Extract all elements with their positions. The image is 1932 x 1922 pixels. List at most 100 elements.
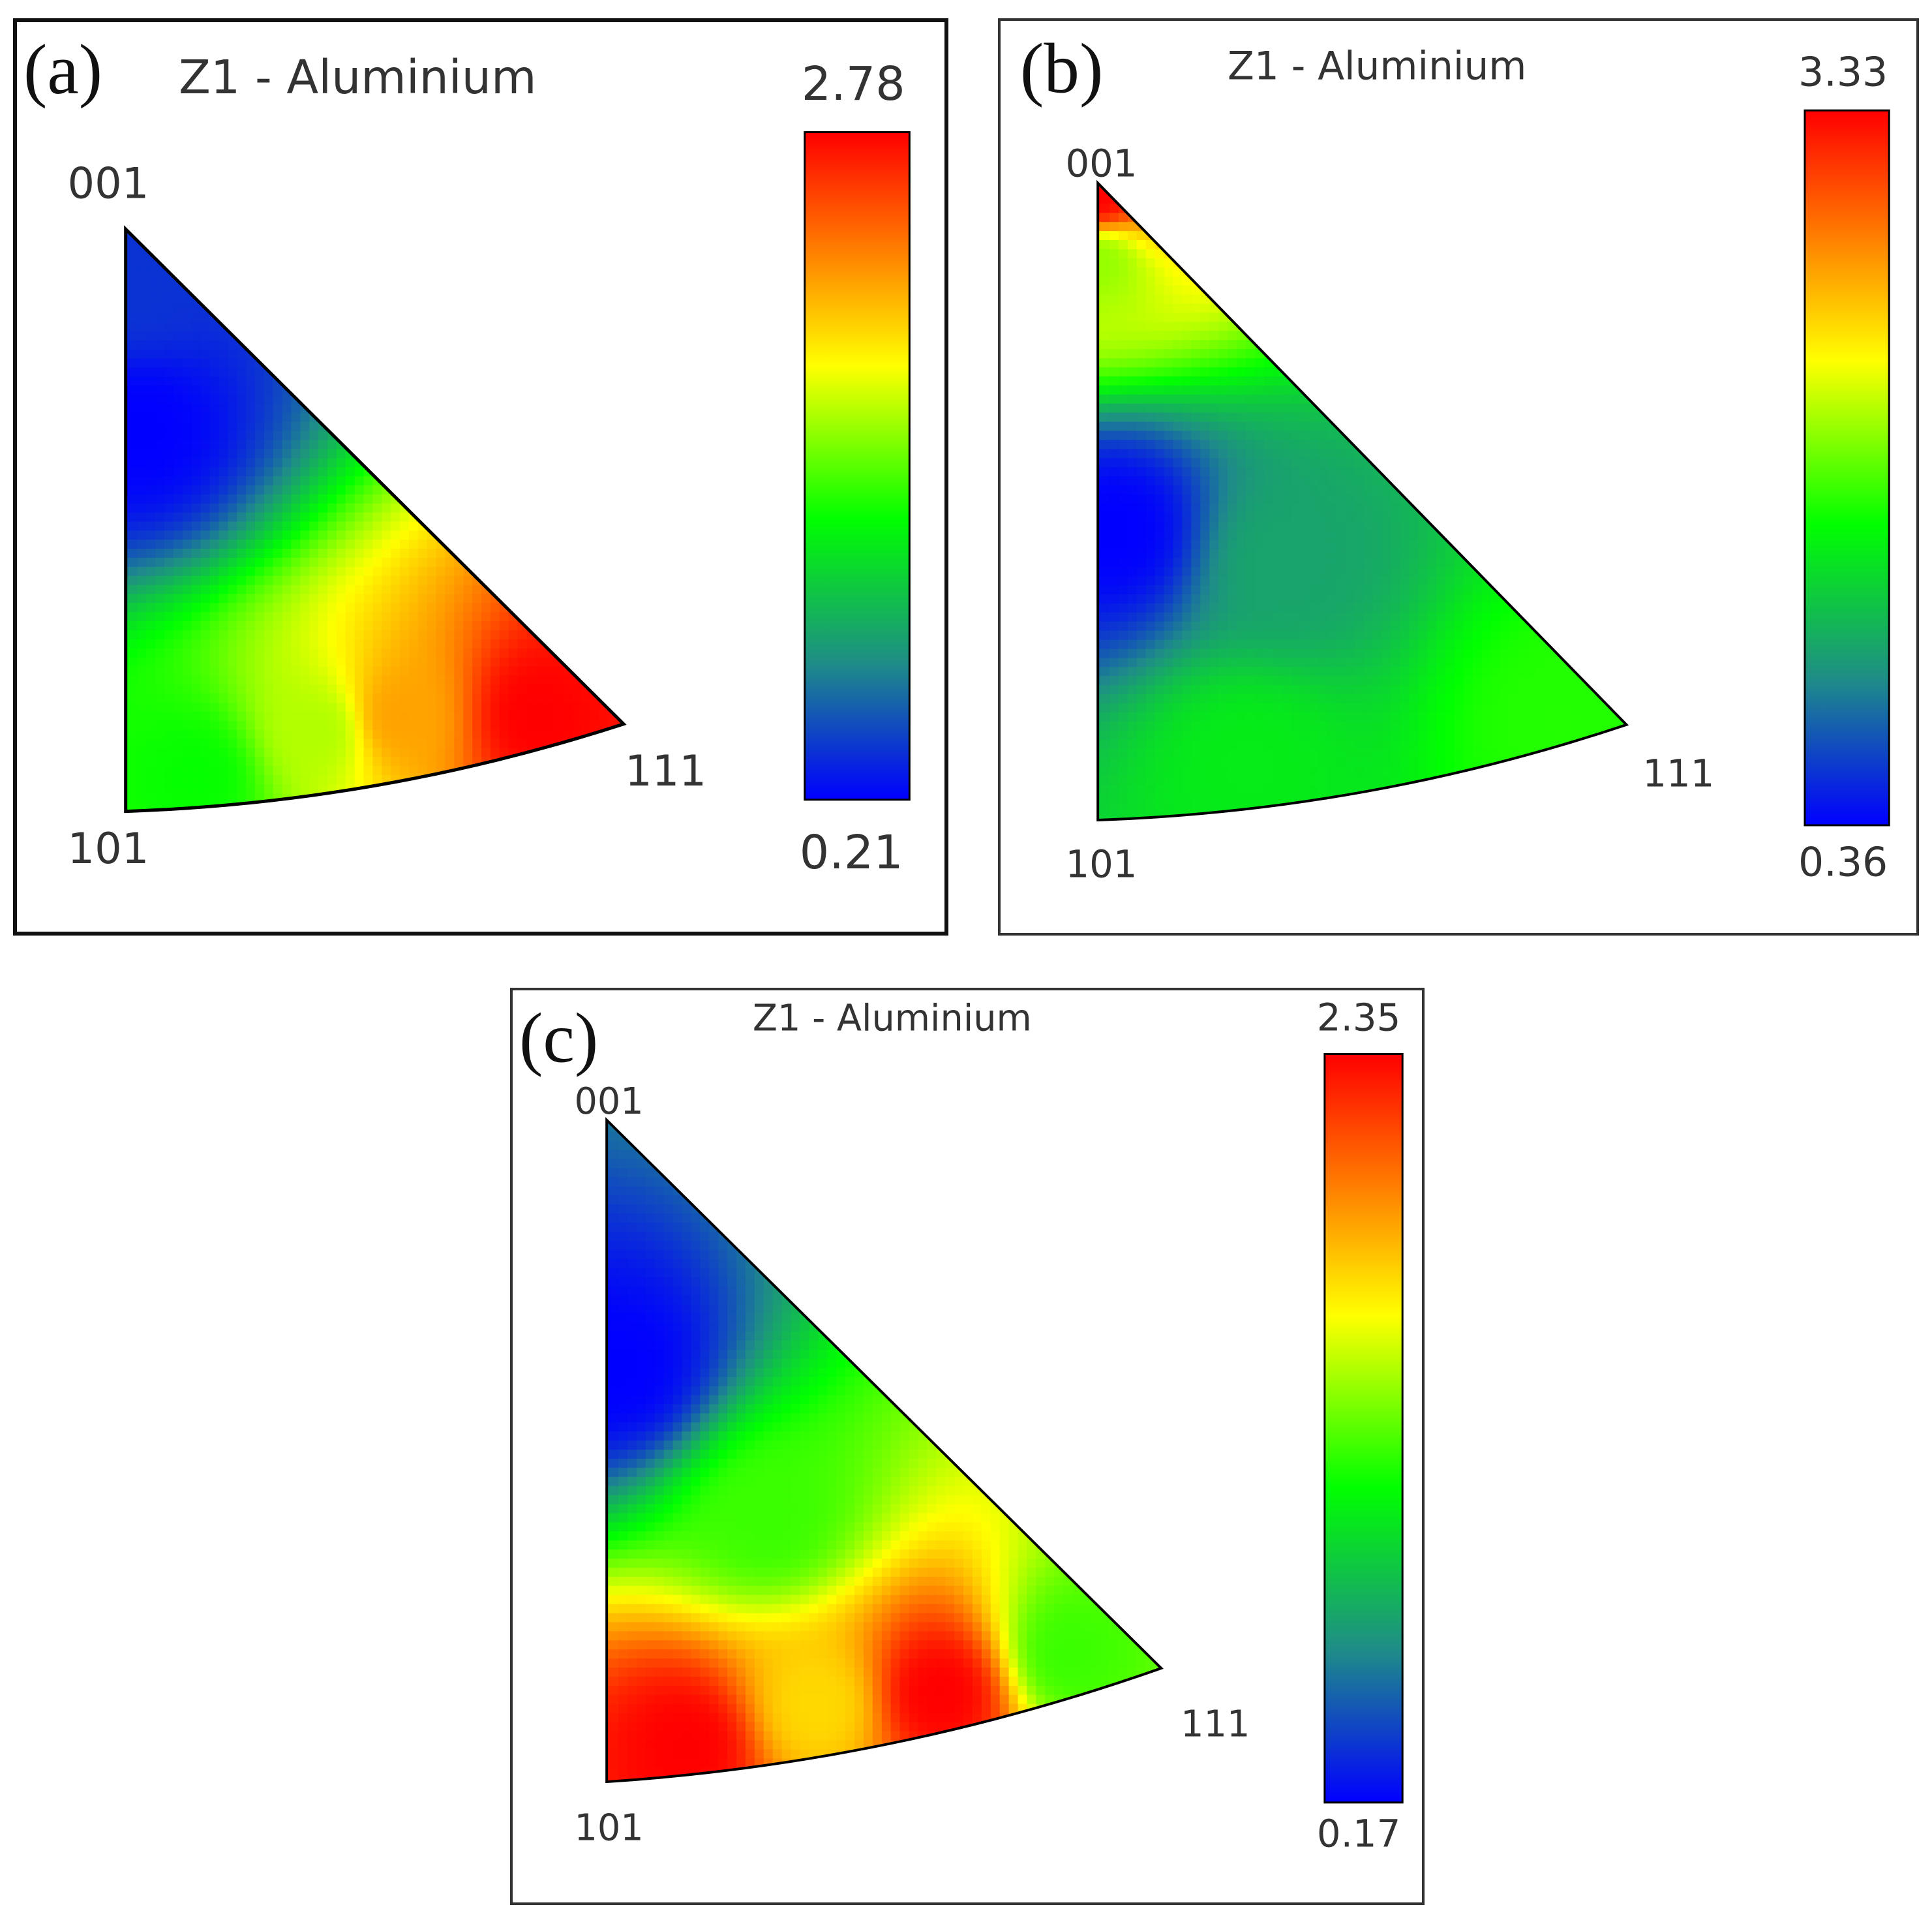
heatmap-cell <box>318 603 329 613</box>
heatmap-cell <box>291 648 301 658</box>
heatmap-cell <box>291 603 301 613</box>
heatmap-cell <box>508 684 519 695</box>
heatmap-cell <box>200 349 211 359</box>
heatmap-cell <box>345 540 355 550</box>
heatmap-cell <box>128 530 138 541</box>
heatmap-cell <box>454 494 464 504</box>
heatmap-cell <box>1372 240 1383 250</box>
heatmap-cell <box>209 476 220 486</box>
heatmap-cell <box>137 258 147 269</box>
heatmap-cell <box>246 304 256 314</box>
heatmap-cell <box>336 757 346 767</box>
heatmap-cell <box>1164 294 1174 305</box>
heatmap-cell <box>617 812 627 821</box>
heatmap-cell <box>617 376 624 387</box>
heatmap-cell <box>1118 249 1128 259</box>
heatmap-cell <box>128 594 138 604</box>
heatmap-cell <box>1291 249 1301 259</box>
heatmap-cell <box>155 358 166 369</box>
heatmap-cell <box>300 476 310 486</box>
heatmap-cell <box>536 549 546 558</box>
heatmap-cell <box>155 304 166 314</box>
heatmap-cell <box>291 766 301 776</box>
heatmap-cell <box>1173 249 1183 259</box>
heatmap-cell <box>273 467 283 477</box>
heatmap-cell <box>617 295 624 305</box>
heatmap-cell <box>273 812 283 821</box>
heatmap-cell <box>481 258 491 269</box>
heatmap-cell <box>137 720 147 731</box>
heatmap-cell <box>1245 194 1256 205</box>
heatmap-cell <box>499 657 509 667</box>
heatmap-cell <box>382 229 392 233</box>
heatmap-cell <box>318 386 329 396</box>
heatmap-cell <box>517 585 528 595</box>
heatmap-cell <box>408 277 419 287</box>
heatmap-cell <box>1173 294 1183 305</box>
heatmap-cell <box>417 557 428 568</box>
heatmap-cell <box>1273 294 1283 305</box>
heatmap-cell <box>382 612 392 622</box>
heatmap-cell <box>1381 185 1392 196</box>
heatmap-cell <box>508 648 519 658</box>
heatmap-cell <box>146 594 157 604</box>
heatmap-cell <box>273 277 283 287</box>
heatmap-cell <box>282 286 292 296</box>
heatmap-cell <box>1354 285 1365 296</box>
heatmap-cell <box>626 449 636 459</box>
heatmap-cell <box>508 512 519 523</box>
heatmap-cell <box>209 585 220 595</box>
heatmap-cell <box>209 395 220 404</box>
heatmap-cell <box>481 440 491 450</box>
heatmap-cell <box>1109 285 1119 296</box>
heatmap-cell <box>309 395 320 404</box>
heatmap-cell <box>200 249 211 260</box>
heatmap-cell <box>562 503 573 513</box>
heatmap-cell <box>536 739 546 749</box>
heatmap-cell <box>1500 240 1510 250</box>
heatmap-cell <box>554 521 564 532</box>
heatmap-cell <box>137 757 147 767</box>
heatmap-cell <box>164 757 175 767</box>
heatmap-cell <box>1445 185 1456 196</box>
heatmap-cell <box>363 557 374 568</box>
heatmap-cell <box>191 766 202 776</box>
heatmap-cell <box>254 295 265 305</box>
heatmap-cell <box>508 295 519 305</box>
heatmap-cell <box>174 485 183 495</box>
heatmap-cell <box>608 286 618 296</box>
heatmap-cell <box>264 331 274 341</box>
heatmap-cell <box>1318 258 1329 268</box>
heatmap-cell <box>264 549 274 558</box>
heatmap-cell <box>1136 258 1147 268</box>
heatmap-cell <box>254 241 265 251</box>
heatmap-cell <box>517 295 528 305</box>
heatmap-cell <box>182 322 192 332</box>
heatmap-cell <box>1300 285 1310 296</box>
heatmap-cell <box>219 648 229 658</box>
heatmap-cell <box>427 594 437 604</box>
heatmap-cell <box>454 703 464 712</box>
heatmap-cell <box>463 594 474 604</box>
heatmap-cell <box>128 720 138 731</box>
heatmap-cell <box>209 757 220 767</box>
heatmap-cell <box>1173 358 1183 368</box>
heatmap-cell <box>1309 331 1320 341</box>
heatmap-cell <box>417 594 428 604</box>
heatmap-cell <box>254 684 265 695</box>
heatmap-cell <box>174 431 183 441</box>
heatmap-cell <box>554 694 564 704</box>
heatmap-cell <box>1273 322 1283 332</box>
heatmap-cell <box>174 241 183 251</box>
heatmap-cell <box>617 286 624 296</box>
heatmap-cell <box>237 729 247 740</box>
heatmap-cell <box>408 694 419 704</box>
heatmap-cell <box>254 630 265 640</box>
heatmap-cell <box>146 349 157 359</box>
heatmap-cell <box>1318 340 1329 350</box>
heatmap-cell <box>273 566 283 577</box>
heatmap-cell <box>1236 204 1246 214</box>
heatmap-cell <box>128 358 138 369</box>
heatmap-cell <box>254 277 265 287</box>
heatmap-cell <box>345 684 355 695</box>
